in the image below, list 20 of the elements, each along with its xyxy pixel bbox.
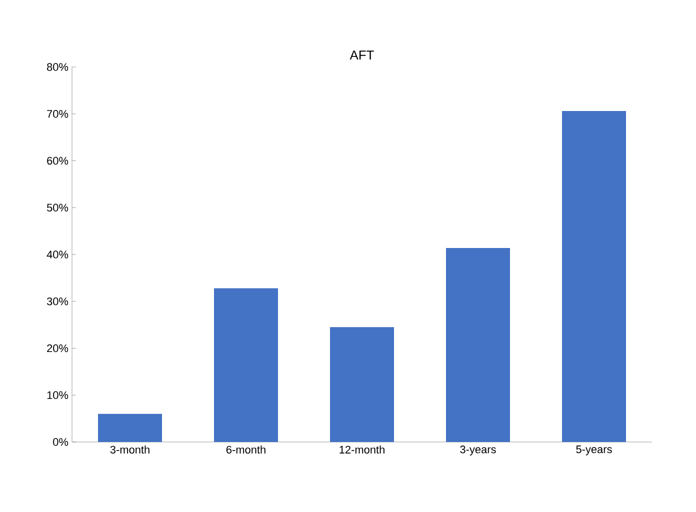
- y-tick-label: 20%: [47, 344, 68, 352]
- bar: [98, 414, 162, 442]
- x-tick-label: 5-years: [576, 446, 612, 456]
- bar: [330, 327, 394, 442]
- bar: [214, 288, 278, 442]
- y-tick-label: 60%: [47, 156, 68, 165]
- x-tick-label: 3-month: [110, 446, 150, 454]
- y-tick-label: 80%: [47, 63, 68, 71]
- x-tick-label: 3-years: [460, 446, 496, 456]
- y-tick-label: 10%: [47, 391, 68, 400]
- chart-title: AFT: [350, 50, 374, 60]
- y-tick-label: 50%: [46, 204, 68, 212]
- x-tick-label: 12-month: [340, 446, 384, 454]
- y-tick-label: 0%: [53, 438, 68, 446]
- bar: [446, 248, 510, 442]
- bar: [562, 111, 626, 442]
- y-tick-label: 70%: [47, 110, 68, 118]
- y-tick-label: 40%: [46, 250, 68, 258]
- y-tick-label: 30%: [46, 298, 68, 306]
- x-tick-label: 6-month: [226, 446, 266, 454]
